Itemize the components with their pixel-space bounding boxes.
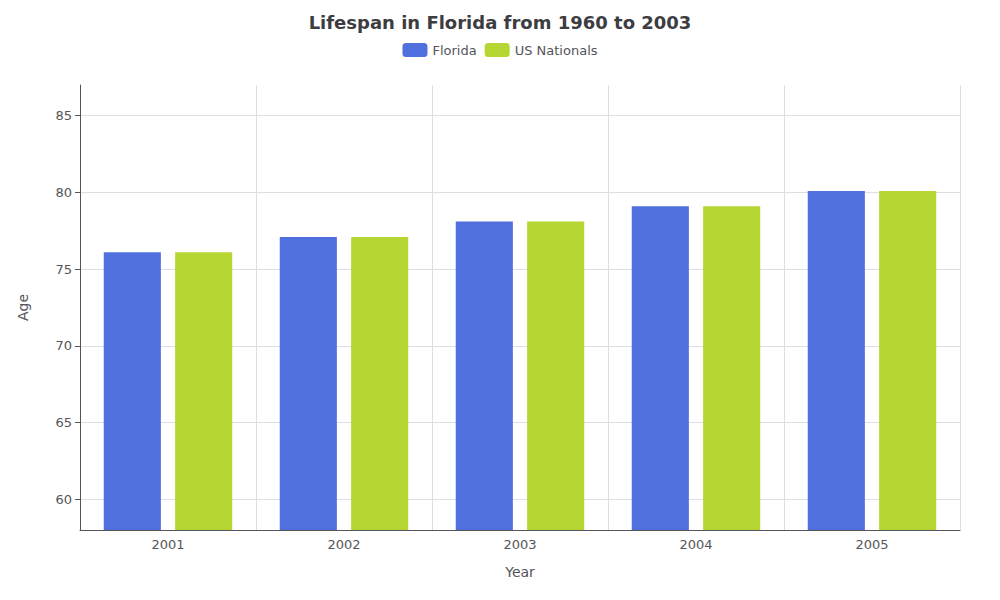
svg-text:Lifespan in Florida from 1960: Lifespan in Florida from 1960 to 2003 xyxy=(309,12,692,33)
svg-text:65: 65 xyxy=(55,415,72,430)
svg-text:75: 75 xyxy=(55,262,72,277)
svg-text:US Nationals: US Nationals xyxy=(515,43,598,58)
svg-text:2002: 2002 xyxy=(327,537,360,552)
svg-text:Age: Age xyxy=(15,294,31,321)
svg-text:80: 80 xyxy=(55,185,72,200)
svg-text:2004: 2004 xyxy=(679,537,712,552)
svg-text:70: 70 xyxy=(55,338,72,353)
svg-text:60: 60 xyxy=(55,492,72,507)
svg-text:2005: 2005 xyxy=(855,537,888,552)
svg-text:Florida: Florida xyxy=(432,43,476,58)
svg-text:85: 85 xyxy=(55,108,72,123)
svg-text:2001: 2001 xyxy=(151,537,184,552)
svg-text:Year: Year xyxy=(504,564,535,580)
svg-text:2003: 2003 xyxy=(503,537,536,552)
